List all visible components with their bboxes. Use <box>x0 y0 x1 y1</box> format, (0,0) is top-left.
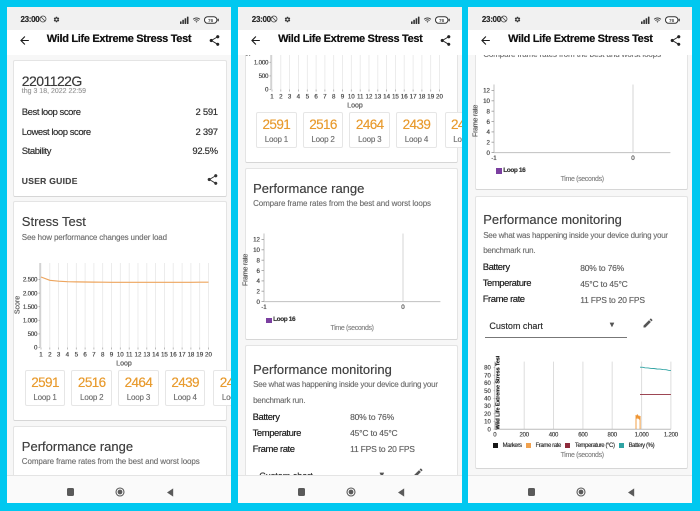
svg-text:5: 5 <box>74 351 78 358</box>
svg-text:1.500: 1.500 <box>23 303 38 310</box>
svg-text:3: 3 <box>57 351 61 358</box>
svg-text:16: 16 <box>170 351 177 358</box>
svg-text:12: 12 <box>253 237 260 244</box>
svg-text:18: 18 <box>419 93 426 100</box>
svg-text:8: 8 <box>332 93 336 100</box>
svg-text:50: 50 <box>484 388 491 394</box>
svg-text:20: 20 <box>436 93 443 100</box>
svg-text:20: 20 <box>205 351 212 358</box>
svg-text:0: 0 <box>34 344 38 351</box>
svg-text:12: 12 <box>134 351 141 358</box>
svg-text:0: 0 <box>487 149 491 156</box>
svg-text:60: 60 <box>484 381 491 387</box>
svg-text:2.000: 2.000 <box>23 290 38 297</box>
svg-text:19: 19 <box>196 351 203 358</box>
svg-text:-1: -1 <box>491 155 497 162</box>
svg-text:8: 8 <box>101 351 105 358</box>
svg-text:Frame rate: Frame rate <box>473 104 480 137</box>
svg-text:4: 4 <box>257 278 261 285</box>
svg-text:9: 9 <box>341 93 345 100</box>
svg-text:Score: Score <box>246 55 253 56</box>
svg-text:17: 17 <box>410 93 417 100</box>
svg-text:6: 6 <box>314 93 318 100</box>
svg-text:1.000: 1.000 <box>23 317 38 324</box>
svg-text:0: 0 <box>487 427 491 433</box>
svg-text:Wild Life Extreme Stress Test: Wild Life Extreme Stress Test <box>495 356 501 429</box>
svg-text:2: 2 <box>279 93 283 100</box>
svg-text:76: 76 <box>669 18 675 23</box>
svg-text:2: 2 <box>257 289 261 296</box>
svg-text:10: 10 <box>484 419 491 425</box>
svg-text:14: 14 <box>383 93 390 100</box>
svg-text:70: 70 <box>484 373 491 379</box>
svg-text:0: 0 <box>631 155 635 162</box>
svg-text:16: 16 <box>401 93 408 100</box>
svg-text:10: 10 <box>348 93 355 100</box>
svg-text:30: 30 <box>484 404 491 410</box>
svg-text:15: 15 <box>161 351 168 358</box>
svg-text:0: 0 <box>401 304 405 311</box>
svg-text:2: 2 <box>487 139 491 146</box>
svg-text:11: 11 <box>126 351 133 358</box>
svg-text:Loop: Loop <box>347 102 363 109</box>
svg-text:3: 3 <box>288 93 292 100</box>
svg-text:1.200: 1.200 <box>664 432 679 438</box>
svg-text:-1: -1 <box>261 304 267 311</box>
svg-text:6: 6 <box>257 268 261 275</box>
svg-text:17: 17 <box>178 351 185 358</box>
svg-text:12: 12 <box>483 87 490 94</box>
svg-text:13: 13 <box>374 93 381 100</box>
svg-text:76: 76 <box>439 18 445 23</box>
svg-text:19: 19 <box>427 93 434 100</box>
svg-text:40: 40 <box>484 396 491 402</box>
svg-text:10: 10 <box>253 247 260 254</box>
svg-text:400: 400 <box>548 432 558 438</box>
svg-text:6: 6 <box>83 351 87 358</box>
svg-text:200: 200 <box>519 432 529 438</box>
svg-text:1: 1 <box>39 351 43 358</box>
svg-text:76: 76 <box>208 18 214 23</box>
svg-text:Score: Score <box>14 295 21 313</box>
svg-text:500: 500 <box>27 331 37 338</box>
svg-text:500: 500 <box>259 73 269 80</box>
svg-text:Loop: Loop <box>116 360 132 367</box>
svg-text:9: 9 <box>110 351 114 358</box>
svg-text:12: 12 <box>366 93 373 100</box>
svg-text:8: 8 <box>487 108 491 115</box>
svg-text:20: 20 <box>484 411 491 417</box>
svg-text:7: 7 <box>323 93 327 100</box>
svg-text:1: 1 <box>270 93 274 100</box>
svg-text:18: 18 <box>187 351 194 358</box>
svg-text:4: 4 <box>297 93 301 100</box>
svg-text:4: 4 <box>65 351 69 358</box>
svg-text:10: 10 <box>117 351 124 358</box>
svg-text:0: 0 <box>257 299 261 306</box>
svg-text:10: 10 <box>483 98 490 105</box>
svg-text:2.500: 2.500 <box>23 276 38 283</box>
svg-text:4: 4 <box>487 129 491 136</box>
svg-text:11: 11 <box>357 93 364 100</box>
svg-text:5: 5 <box>306 93 310 100</box>
svg-text:0: 0 <box>265 86 269 93</box>
svg-text:600: 600 <box>578 432 588 438</box>
svg-text:1.000: 1.000 <box>254 59 269 66</box>
svg-text:8: 8 <box>257 257 261 264</box>
svg-text:800: 800 <box>607 432 617 438</box>
svg-text:80: 80 <box>484 365 491 371</box>
svg-text:1.000: 1.000 <box>634 432 649 438</box>
svg-text:6: 6 <box>487 118 491 125</box>
svg-text:7: 7 <box>92 351 96 358</box>
svg-text:2: 2 <box>48 351 52 358</box>
svg-text:Frame rate: Frame rate <box>243 254 250 287</box>
svg-text:0: 0 <box>493 432 497 438</box>
svg-text:15: 15 <box>392 93 399 100</box>
svg-text:14: 14 <box>152 351 159 358</box>
svg-text:13: 13 <box>143 351 150 358</box>
